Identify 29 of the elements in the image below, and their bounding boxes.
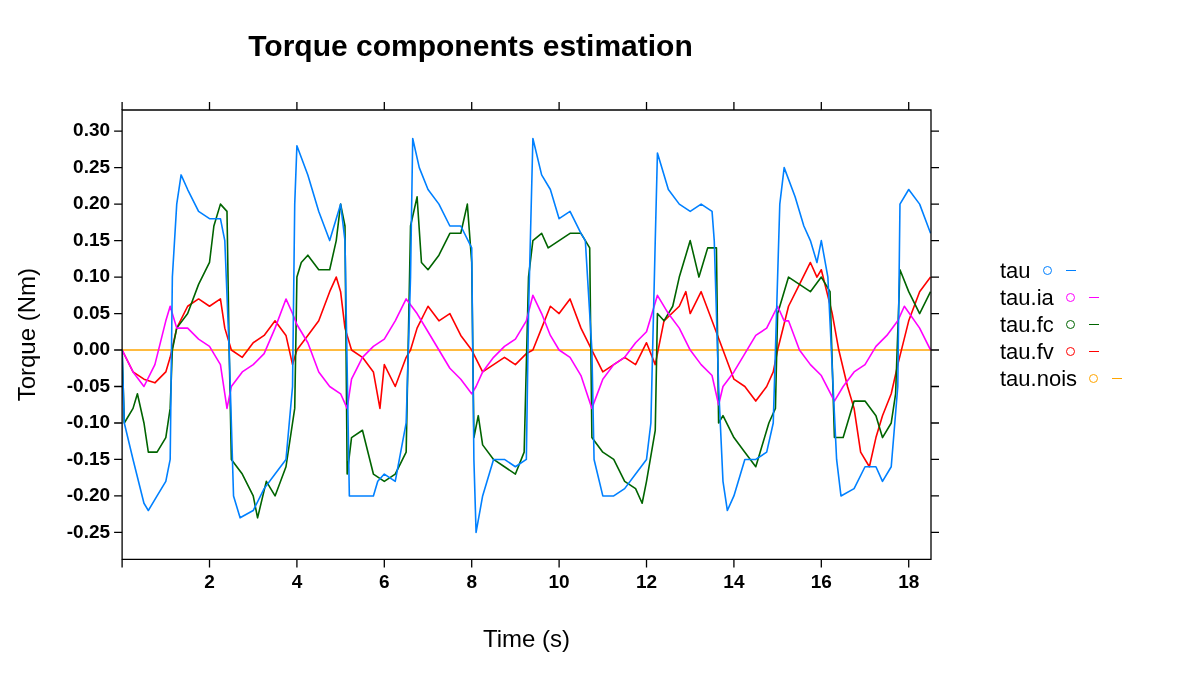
x-tick-label: 2 (204, 571, 215, 593)
y-tick-label: -0.15 (66, 447, 111, 469)
y-tick-label: 0.30 (73, 119, 111, 141)
x-tick-label: 8 (466, 571, 477, 593)
y-tick-label: -0.05 (66, 374, 111, 396)
x-tick-label: 10 (548, 571, 570, 593)
y-tick-label: 0.05 (73, 301, 111, 323)
y-axis-title: Torque (Nm) (13, 268, 41, 402)
legend-label: tau (1000, 257, 1031, 284)
chart-title: Torque components estimation (248, 29, 693, 63)
legend-label: tau.fc (1000, 311, 1054, 338)
x-tick-label: 12 (635, 571, 658, 593)
x-tick-label: 16 (810, 571, 832, 593)
y-tick-label: -0.25 (66, 520, 111, 542)
x-tick-label: 6 (379, 571, 390, 593)
y-tick-label: 0.10 (73, 265, 111, 287)
legend-label: tau.nois (1000, 365, 1078, 392)
y-tick-label: 0.25 (73, 155, 111, 177)
y-tick-label: 0.20 (73, 192, 111, 214)
y-tick-label: 0.00 (73, 338, 111, 360)
legend-label: tau.ia (1000, 284, 1054, 311)
x-tick-label: 14 (723, 571, 745, 593)
y-tick-label: 0.15 (73, 228, 111, 250)
x-tick-label: 18 (898, 571, 920, 593)
y-tick-label: -0.10 (66, 411, 111, 433)
x-axis-title: Time (s) (483, 625, 571, 653)
legend-label: tau.fv (1000, 338, 1054, 365)
x-tick-label: 4 (291, 571, 303, 593)
y-tick-label: -0.20 (66, 484, 111, 506)
